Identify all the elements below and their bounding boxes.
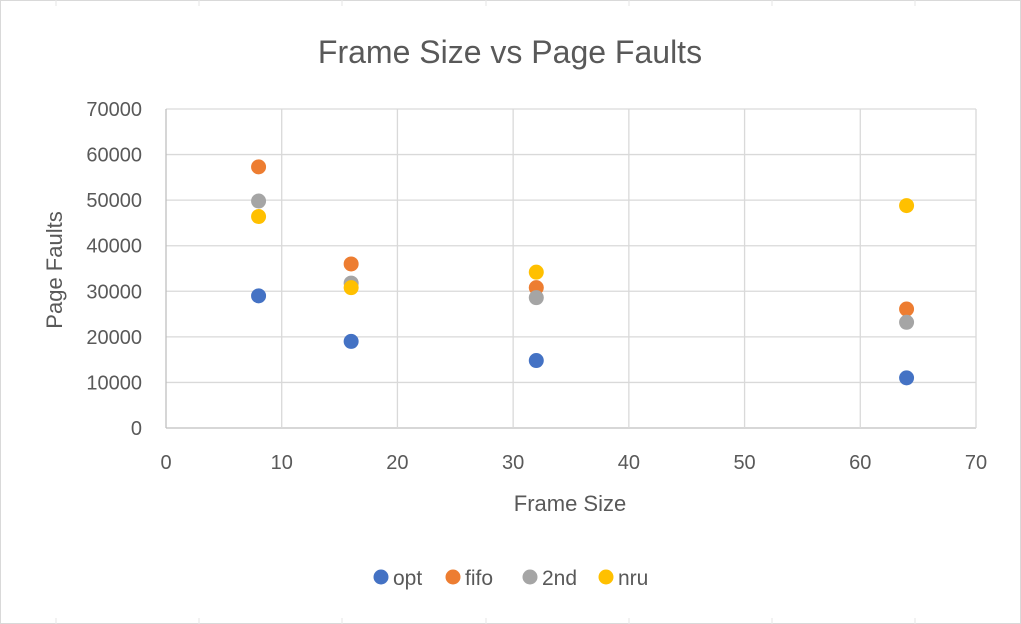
sheet-gridlines [55,0,916,624]
legend-label: 2nd [542,567,577,590]
series-nru [251,198,915,296]
legend-marker [373,569,389,585]
legend-item-opt[interactable]: opt [373,567,423,590]
x-tick-label: 50 [733,452,755,474]
data-point [343,256,359,272]
legend-label: fifo [465,567,493,590]
legend[interactable]: opt fifo 2nd nru [373,567,649,590]
data-point [528,353,544,369]
data-point [343,333,359,349]
data-point [251,159,267,175]
x-tick-label: 10 [271,452,293,474]
data-point [528,290,544,306]
x-axis-title: Frame Size [514,491,626,516]
x-axis-ticks: 0 10 20 30 40 50 60 70 [160,452,987,474]
legend-item-nru[interactable]: nru [598,567,649,590]
data-point [251,209,267,225]
x-tick-label: 20 [386,452,408,474]
data-point [899,314,915,330]
data-point [251,288,267,304]
legend-item-2nd[interactable]: 2nd [522,567,578,590]
series-opt [251,288,915,386]
data-point [251,193,267,209]
data-point [899,370,915,386]
data-point [899,301,915,317]
x-tick-label: 0 [160,452,171,474]
legend-marker [522,569,538,585]
y-tick-label: 10000 [86,372,142,394]
data-point [343,280,359,296]
legend-marker [445,569,461,585]
y-tick-label: 60000 [86,145,142,167]
x-tick-label: 60 [849,452,871,474]
legend-item-fifo[interactable]: fifo [445,567,494,590]
data-points [251,159,915,386]
plot-gridlines [165,108,977,429]
y-tick-label: 70000 [86,99,142,121]
legend-label: nru [618,567,648,590]
x-tick-label: 40 [618,452,640,474]
y-axis-title: Page Faults [42,211,67,328]
y-tick-label: 20000 [86,327,142,349]
legend-marker [598,569,614,585]
y-tick-label: 0 [131,418,142,440]
y-tick-label: 50000 [86,190,142,212]
y-tick-label: 40000 [86,236,142,258]
data-point [528,264,544,280]
y-tick-label: 30000 [86,281,142,303]
x-tick-label: 30 [502,452,524,474]
y-axis-ticks: 0 10000 20000 30000 40000 50000 60000 70000 [86,99,142,440]
legend-label: opt [393,567,422,590]
data-point [899,198,915,214]
chart-title: Frame Size vs Page Faults [318,34,702,70]
x-tick-label: 70 [965,452,987,474]
